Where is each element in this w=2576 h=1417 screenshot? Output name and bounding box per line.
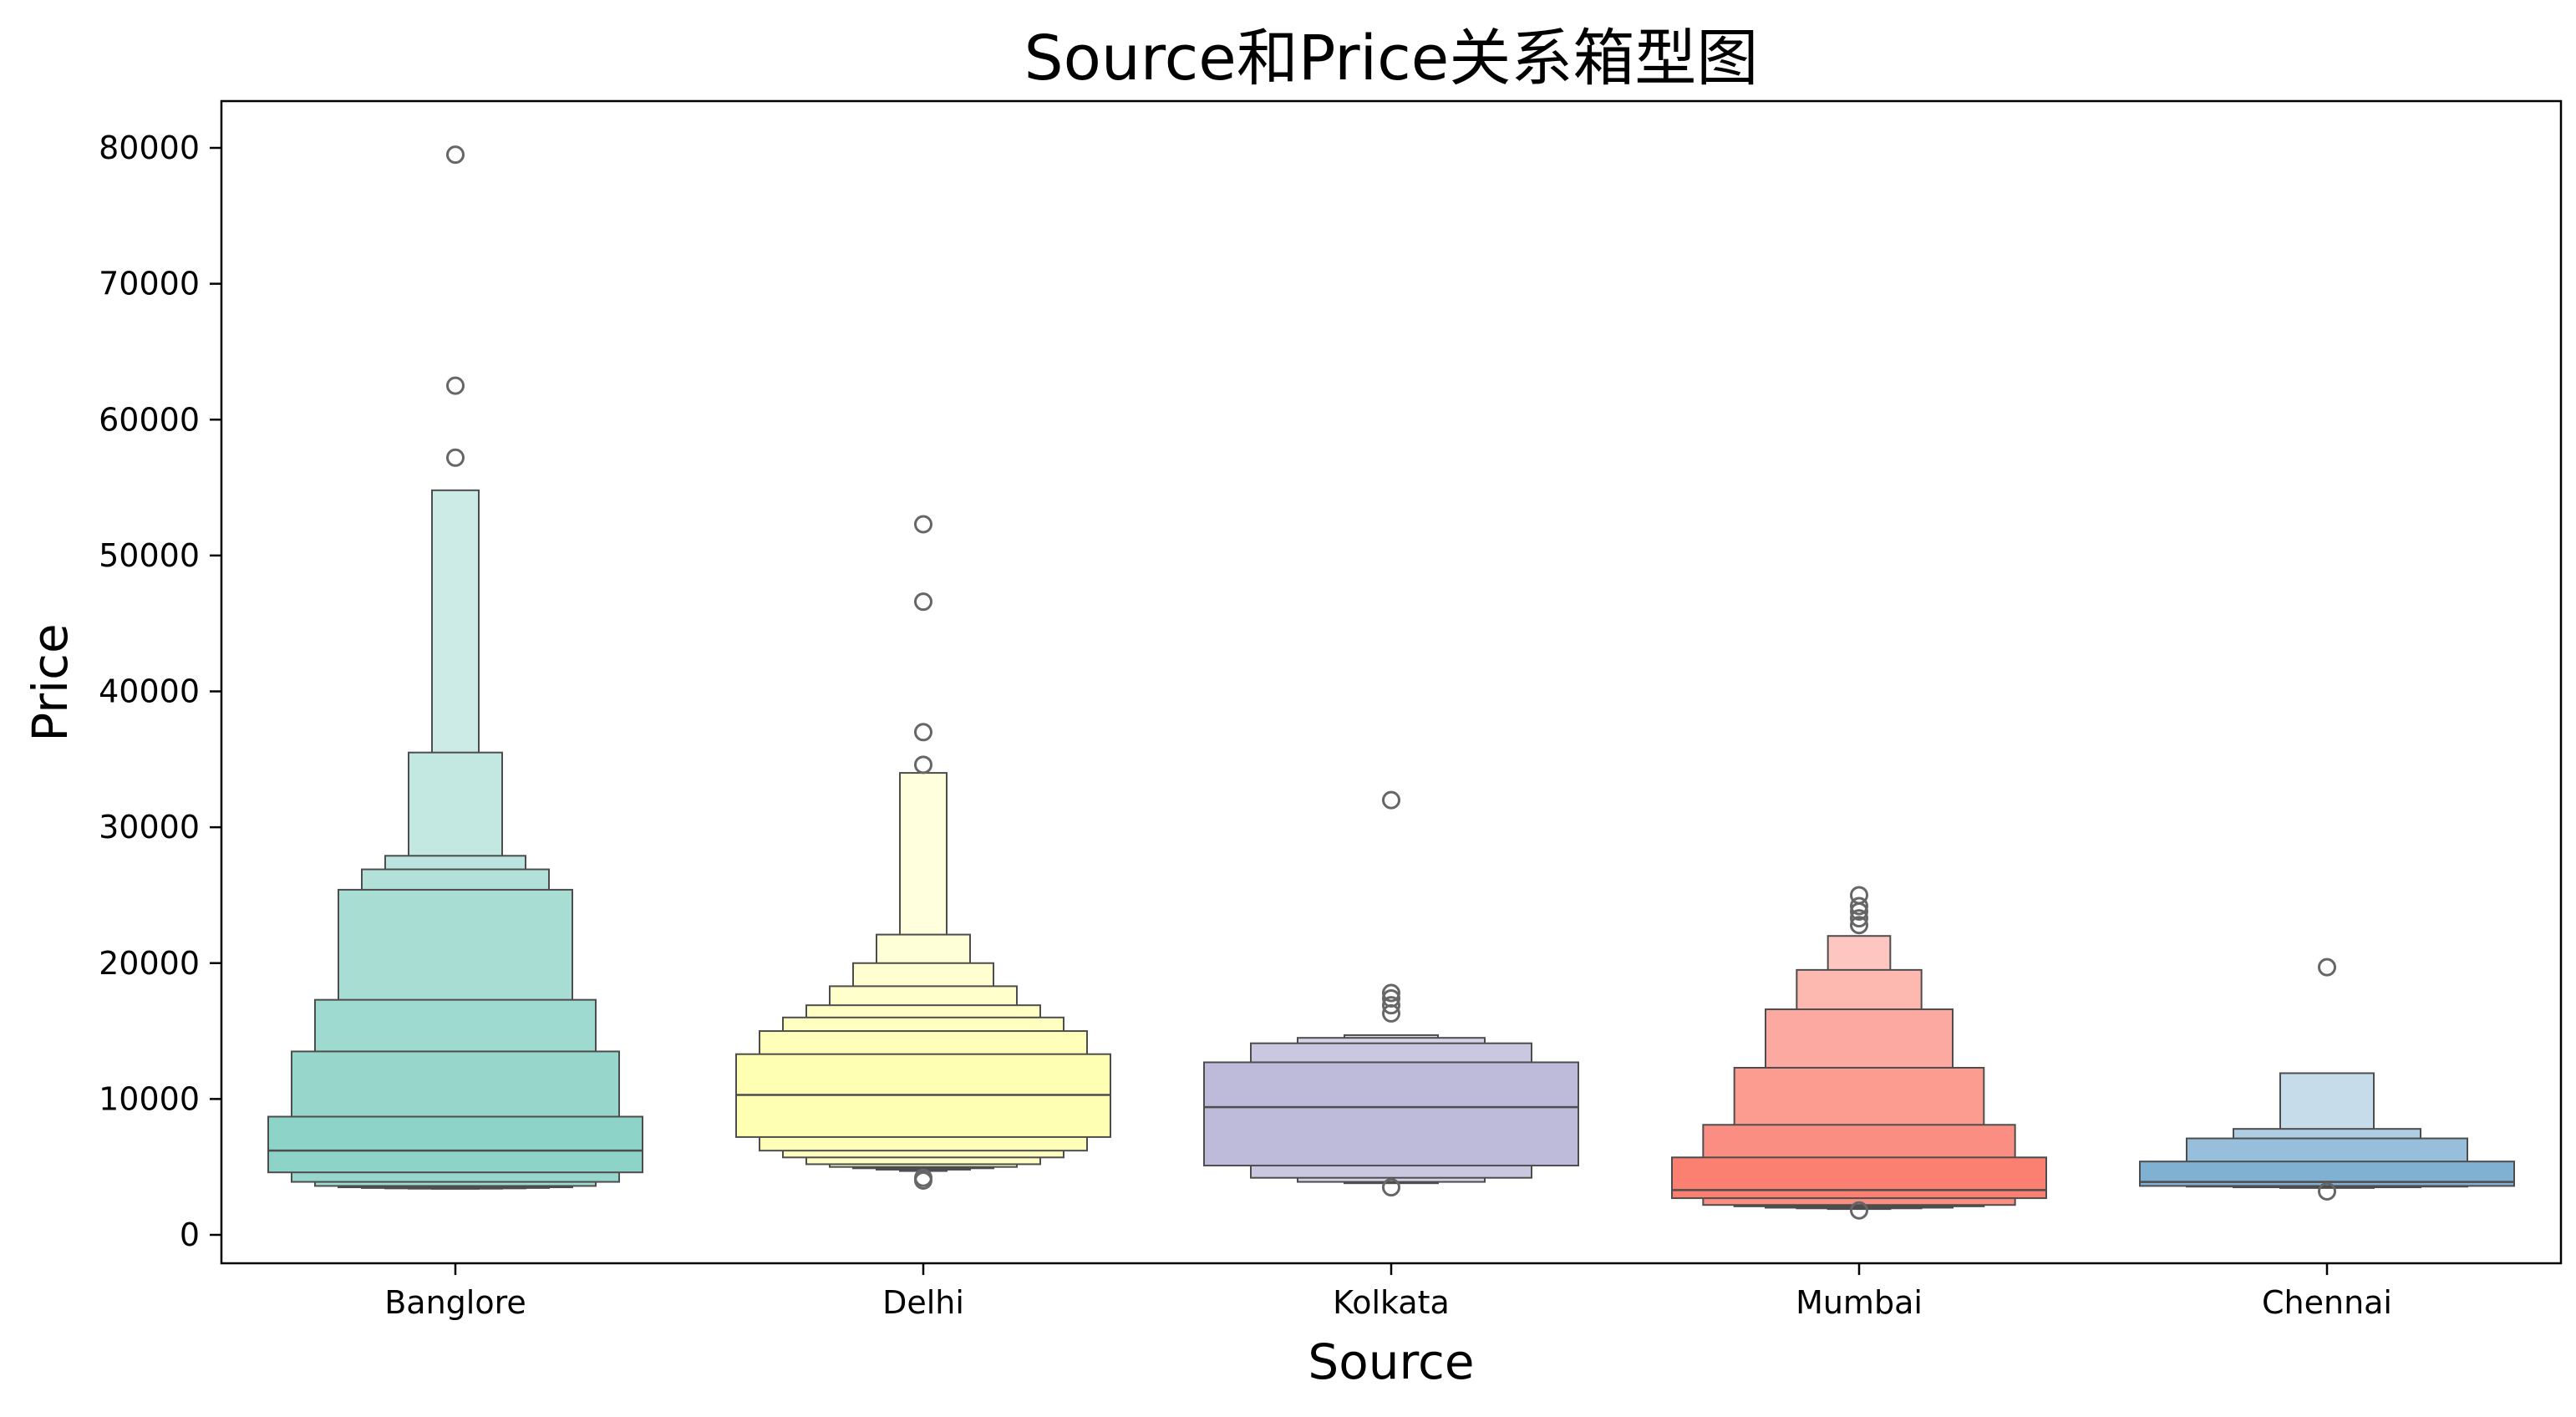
x-tick-label-mumbai: Mumbai <box>1796 1284 1923 1321</box>
outlier-point <box>1850 896 1868 916</box>
y-tick-label: 80000 <box>99 130 200 166</box>
boxen-group-chennai <box>2139 957 2515 1201</box>
outlier-point <box>914 723 932 742</box>
plot-layer <box>267 145 2515 1220</box>
box-level <box>1671 1156 2047 1200</box>
outlier-point <box>914 515 932 534</box>
outlier-point <box>914 755 932 775</box>
x-tick-label-kolkata: Kolkata <box>1333 1284 1450 1321</box>
y-tick-label: 30000 <box>99 809 200 846</box>
chart-title: Source和Price关系箱型图 <box>1024 23 1759 94</box>
outlier-point <box>1382 996 1400 1015</box>
y-tick-label: 50000 <box>99 537 200 574</box>
outlier-point <box>2318 1181 2336 1201</box>
box-level <box>267 1115 643 1174</box>
axis-layer: 0 10000 20000 30000 40000 50000 60000 70000 8000… <box>99 130 2392 1321</box>
outlier-point <box>914 592 932 612</box>
outlier-point <box>446 376 465 395</box>
outlier-point <box>1382 989 1400 1008</box>
boxen-group-kolkata <box>1203 790 1579 1197</box>
y-tick-label: 70000 <box>99 266 200 302</box>
y-axis-title: Price <box>22 623 79 742</box>
outlier-point <box>1382 790 1400 810</box>
boxen-group-delhi <box>735 515 1111 1190</box>
outlier-point <box>1382 983 1400 1003</box>
x-tick-label-delhi: Delhi <box>882 1284 964 1321</box>
outlier-point <box>446 145 465 165</box>
outlier-point <box>2318 957 2336 977</box>
outlier-point <box>1850 909 1868 928</box>
y-tick-label: 20000 <box>99 945 200 982</box>
y-tick-label: 10000 <box>99 1080 200 1117</box>
outlier-point <box>914 1168 932 1187</box>
box-level <box>1203 1061 1579 1167</box>
y-tick-label: 0 <box>180 1216 200 1253</box>
x-axis-title: Source <box>1308 1333 1474 1390</box>
boxen-group-banglore <box>267 145 643 1190</box>
x-tick-label-banglore: Banglore <box>384 1284 526 1321</box>
y-tick-label: 60000 <box>99 401 200 438</box>
outlier-point <box>1850 1201 1868 1220</box>
x-tick-label-chennai: Chennai <box>2262 1284 2392 1321</box>
outlier-point <box>1850 916 1868 935</box>
outlier-point <box>1850 886 1868 905</box>
outlier-point <box>446 448 465 467</box>
outlier-point <box>1382 1178 1400 1197</box>
boxen-group-mumbai <box>1671 886 2047 1220</box>
y-tick-label: 40000 <box>99 673 200 710</box>
